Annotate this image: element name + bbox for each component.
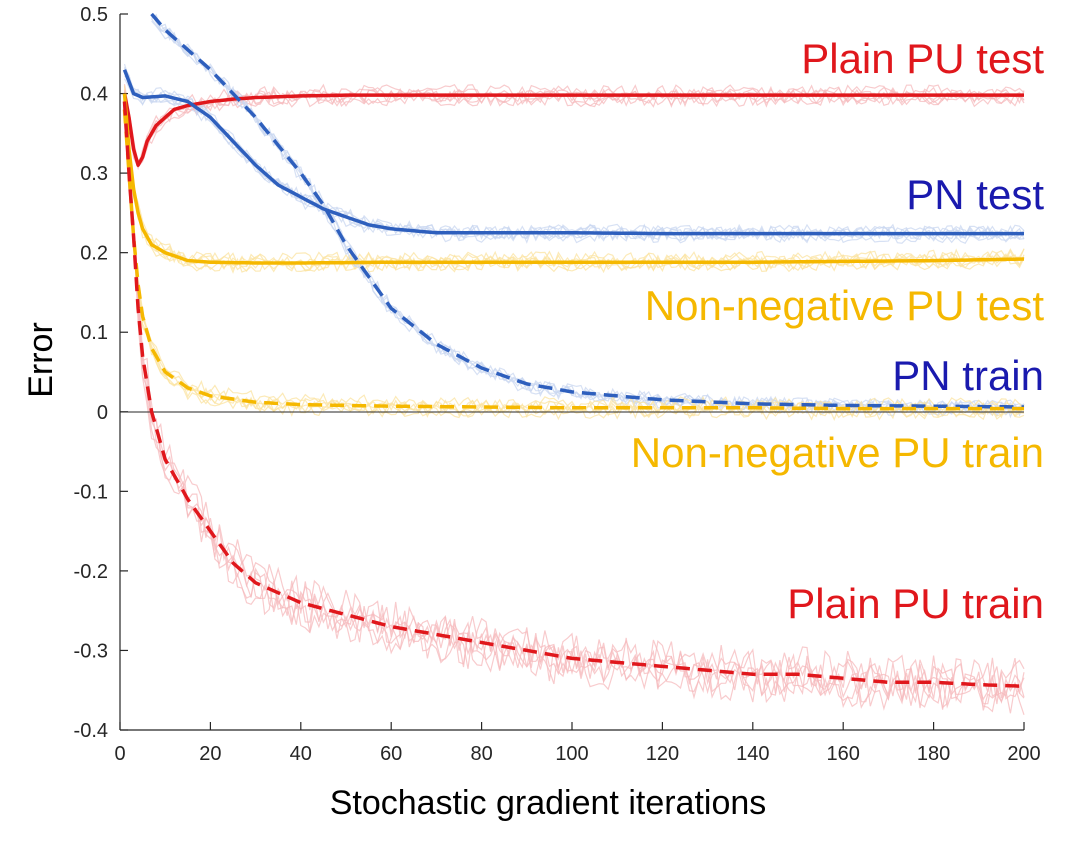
label-plain-pu-train: Plain PU train — [787, 580, 1044, 627]
trial-curve — [151, 13, 1025, 413]
y-tick-label: 0 — [97, 402, 108, 424]
label-pn-test: PN test — [906, 171, 1044, 218]
x-tick-label: 40 — [290, 743, 312, 765]
trial-curve — [123, 85, 1025, 163]
label-plain-pu-test: Plain PU test — [801, 35, 1044, 82]
x-tick-label: 80 — [470, 743, 492, 765]
trial-curve — [123, 124, 1025, 709]
x-axis-title: Stochastic gradient iterations — [330, 784, 767, 822]
trial-curve — [123, 115, 1025, 421]
y-axis-title: Error — [22, 322, 60, 398]
y-tick-label: 0.5 — [80, 4, 108, 26]
y-tick-label: -0.4 — [74, 720, 108, 742]
x-tick-label: 200 — [1007, 743, 1040, 765]
x-tick-label: 120 — [646, 743, 679, 765]
y-tick-label: -0.2 — [74, 561, 108, 583]
trial-curve — [123, 92, 1025, 713]
series-line — [122, 101, 1025, 688]
label-nnpu-test: Non-negative PU test — [645, 282, 1045, 329]
trial-curve — [123, 85, 1025, 268]
series-lines — [122, 12, 1025, 688]
trial-curve — [123, 91, 1025, 168]
trial-curve — [123, 92, 1025, 273]
label-pn-train: PN train — [892, 352, 1044, 399]
series-line — [122, 69, 1024, 236]
y-ticks: -0.4 -0.3 -0.2 -0.1 0 0.1 0.2 0.3 0.4 0.5 — [74, 4, 128, 742]
y-tick-label: -0.3 — [74, 640, 108, 662]
y-tick-label: 0.3 — [80, 163, 108, 185]
trial-curve — [123, 83, 1025, 168]
series-line — [122, 93, 1025, 265]
y-tick-label: 0.4 — [80, 84, 108, 106]
trial-curve — [123, 91, 1025, 169]
x-tick-label: 20 — [199, 743, 221, 765]
x-tick-label: 100 — [555, 743, 588, 765]
series-line — [122, 93, 1024, 167]
y-tick-label: 0.2 — [80, 243, 108, 265]
y-tick-label: -0.1 — [74, 481, 108, 503]
x-tick-label: 60 — [380, 743, 402, 765]
y-tick-label: 0.1 — [80, 322, 108, 344]
trial-curve — [123, 90, 1025, 697]
series-line — [150, 12, 1024, 409]
x-tick-label: 0 — [114, 743, 125, 765]
label-nnpu-train: Non-negative PU train — [631, 429, 1044, 476]
x-tick-label: 140 — [736, 743, 769, 765]
trial-curve — [123, 101, 1025, 412]
x-ticks: 0 20 40 60 80 100 120 140 160 180 200 — [114, 722, 1041, 765]
series-line — [122, 109, 1024, 411]
x-tick-label: 160 — [827, 743, 860, 765]
trial-curve — [151, 16, 1025, 415]
x-tick-label: 180 — [917, 743, 950, 765]
